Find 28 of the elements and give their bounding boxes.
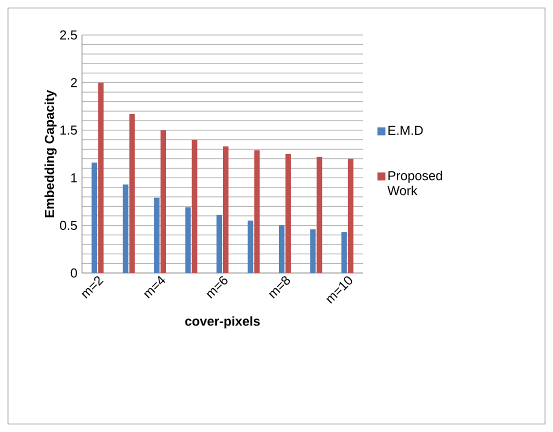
bar [248, 220, 254, 273]
y-tick-label: 1.5 [60, 126, 77, 135]
bar [278, 225, 284, 273]
bar [341, 232, 347, 273]
bar [92, 162, 98, 273]
bar [154, 198, 160, 273]
bar [122, 184, 128, 273]
y-axis-title: Embedding Capacity [44, 90, 57, 218]
x-axis-title: cover-pixels [185, 316, 260, 328]
bar [316, 156, 322, 273]
bar [160, 130, 166, 273]
y-tick-label: 0 [70, 268, 77, 278]
bar [98, 82, 104, 273]
bar [185, 207, 191, 273]
bar [254, 150, 260, 273]
legend-label: Proposed Work [387, 170, 442, 196]
legend-label: E.M.D [388, 126, 423, 135]
bar [285, 154, 291, 273]
y-tick-label: 2.5 [60, 30, 77, 40]
bar [192, 140, 198, 273]
y-tick-label: 2 [70, 78, 77, 88]
y-tick-label: 0.5 [60, 220, 77, 230]
bar [129, 114, 135, 273]
bar [310, 229, 316, 273]
bar [348, 158, 354, 273]
bar [216, 214, 222, 273]
y-tick-label: 1 [71, 173, 77, 182]
bar [223, 146, 228, 273]
